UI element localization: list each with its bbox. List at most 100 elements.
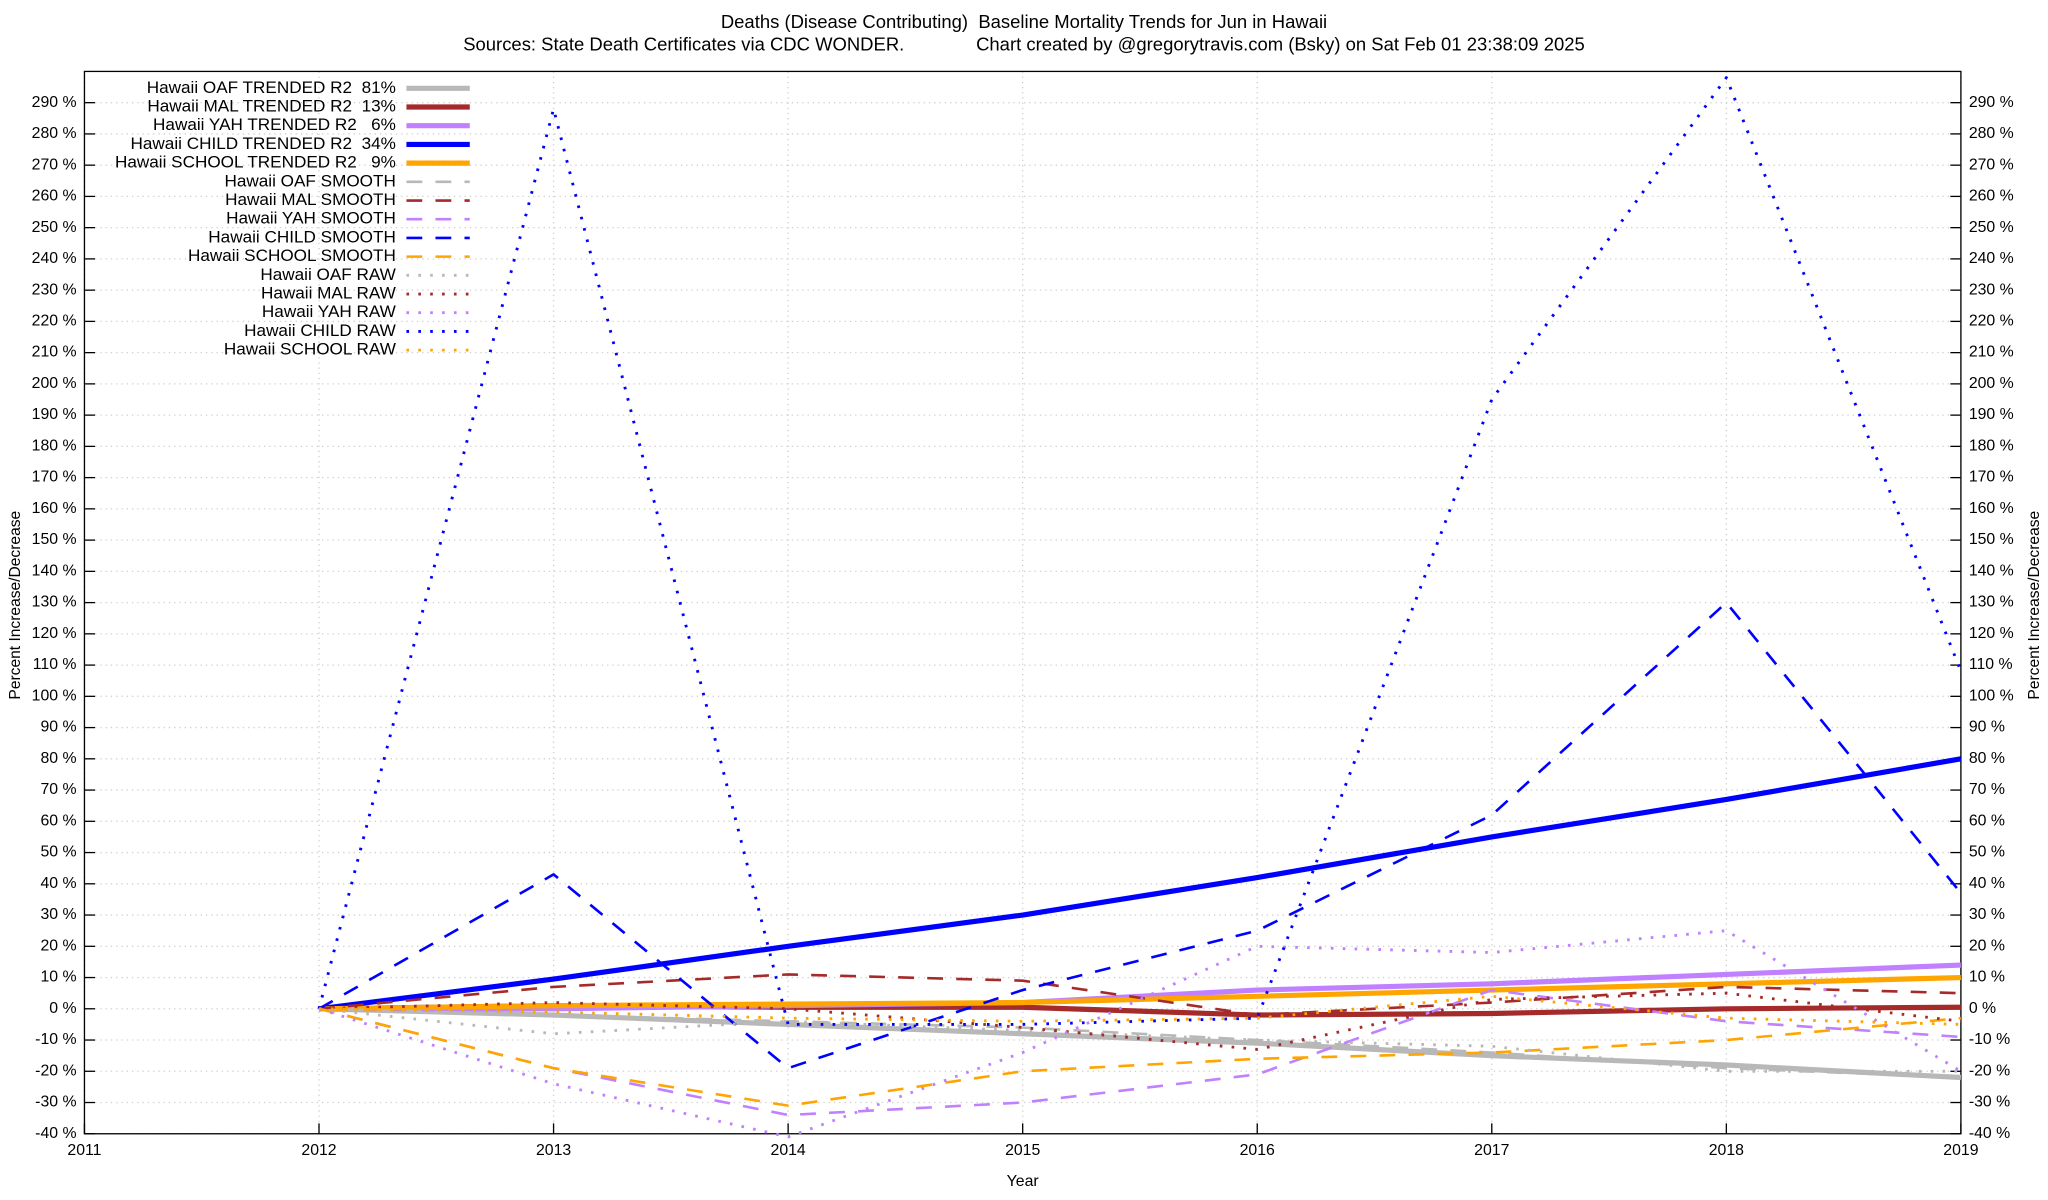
y2-tick-label: 70 % [1969,781,2005,798]
legend-label: Hawaii MAL SMOOTH [225,190,396,209]
x-tick-label: 2014 [771,1142,806,1159]
series-line [317,76,1963,1026]
series-line [318,1007,1961,1073]
y-tick-label: 60 % [40,813,76,830]
legend-label: Hawaii OAF RAW [260,265,396,284]
chart-title: Deaths (Disease Contributing) Baseline M… [721,11,1327,32]
y2-tick-label: 290 % [1969,94,2014,111]
y-tick-label: -20 % [35,1063,76,1080]
series-line [318,756,1962,1012]
y-tick-label: 110 % [33,656,77,673]
y2-tick-label: 30 % [1969,906,2005,923]
series-line [318,1007,1962,1107]
legend-label: Hawaii YAH SMOOTH [226,209,396,228]
y-tick-label: 280 % [32,125,77,142]
y-tick-label: 30 % [40,906,76,923]
series-line [318,1007,1961,1079]
y-tick-label: 140 % [32,563,77,580]
series-line [318,973,1961,1017]
y-tick-label: 90 % [40,719,76,736]
y-tick-label: 40 % [40,875,76,892]
y2-tick-label: 120 % [1969,625,2014,642]
y2-tick-label: 210 % [1969,344,2014,361]
x-tick-label: 2017 [1474,1142,1509,1159]
y-tick-label: 130 % [32,594,77,611]
legend-label: Hawaii MAL TRENDED R2 13% [147,97,396,116]
y2-tick-label: 240 % [1969,250,2014,267]
y2-tick-label: 200 % [1969,375,2014,392]
y2-tick-label: 270 % [1969,156,2014,173]
legend-label: Hawaii OAF TRENDED R2 81% [147,78,396,97]
y-axis-label: Percent Increase/Decrease [7,511,24,700]
y-tick-label: 240 % [32,250,77,267]
y2-tick-label: 60 % [1969,813,2005,830]
y-tick-label: 150 % [32,531,77,548]
y-tick-label: 10 % [40,969,76,986]
legend-label: Hawaii OAF SMOOTH [224,171,395,190]
y2-tick-label: 190 % [1969,406,2014,423]
y2-tick-label: -40 % [1969,1125,2010,1142]
y2-tick-label: 220 % [1969,313,2014,330]
y2-tick-label: 170 % [1969,469,2014,486]
series-line [318,974,1961,1012]
legend-label: Hawaii CHILD RAW [244,321,396,340]
y-tick-label: -40 % [35,1125,76,1142]
series-line [318,988,1961,1117]
y-tick-label: -30 % [35,1094,76,1111]
y2-tick-label: 0 % [1969,1000,1996,1017]
y2-tick-label: 160 % [1969,500,2014,517]
y2-tick-label: -30 % [1969,1094,2010,1111]
y2-tick-label: 150 % [1969,531,2014,548]
y-tick-label: 180 % [32,438,77,455]
y-tick-label: 0 % [49,1000,76,1017]
y2-tick-label: 140 % [1969,563,2014,580]
series-line [318,601,1962,1070]
x-tick-label: 2018 [1709,1142,1744,1159]
y-tick-label: 160 % [32,500,77,517]
y2-tick-label: -10 % [1969,1031,2010,1048]
x-tick-label: 2013 [536,1142,571,1159]
y-tick-label: 50 % [40,844,76,861]
y2-tick-label: 230 % [1969,281,2014,298]
series-line [318,991,1962,1051]
x-tick-label: 2015 [1005,1142,1040,1159]
y-tick-label: 230 % [32,281,77,298]
y2-tick-label: 180 % [1969,438,2014,455]
y-tick-label: 80 % [40,750,76,767]
y-tick-label: 250 % [32,219,77,236]
legend-label: Hawaii MAL RAW [261,284,396,303]
y2-tick-label: 90 % [1969,719,2005,736]
y-tick-label: 170 % [32,469,77,486]
y2-tick-label: 100 % [1969,688,2014,705]
legend-label: Hawaii SCHOOL RAW [224,340,396,359]
y-tick-label: 20 % [40,938,76,955]
y-tick-label: 270 % [32,156,77,173]
plot-frame [83,70,1962,1135]
y2-tick-label: -20 % [1969,1063,2010,1080]
x-axis-label: Year [1007,1173,1039,1190]
y-tick-label: 200 % [32,375,77,392]
y-tick-label: 190 % [32,406,77,423]
series-line [318,929,1962,1139]
y2-tick-label: 10 % [1969,969,2005,986]
y2-tick-label: 20 % [1969,938,2005,955]
y-tick-label: 290 % [32,94,77,111]
y2-tick-label: 130 % [1969,594,2014,611]
x-tick-label: 2011 [67,1142,101,1159]
y2-tick-label: 260 % [1969,188,2014,205]
legend-label: Hawaii SCHOOL SMOOTH [188,246,396,265]
legend-label: Hawaii YAH RAW [262,302,396,321]
y-tick-label: 260 % [32,188,77,205]
y2-tick-label: 40 % [1969,875,2005,892]
y-tick-label: 220 % [32,313,77,330]
y-tick-label: 70 % [40,781,76,798]
legend-label: Hawaii YAH TRENDED R2 6% [153,115,396,134]
y-tick-label: 210 % [32,344,77,361]
y-tick-label: 120 % [32,625,77,642]
y2-tick-label: 80 % [1969,750,2005,767]
legend-label: Hawaii SCHOOL TRENDED R2 9% [115,153,396,172]
x-tick-label: 2016 [1240,1142,1275,1159]
series-line [318,994,1961,1026]
x-tick-label: 2012 [301,1142,336,1159]
